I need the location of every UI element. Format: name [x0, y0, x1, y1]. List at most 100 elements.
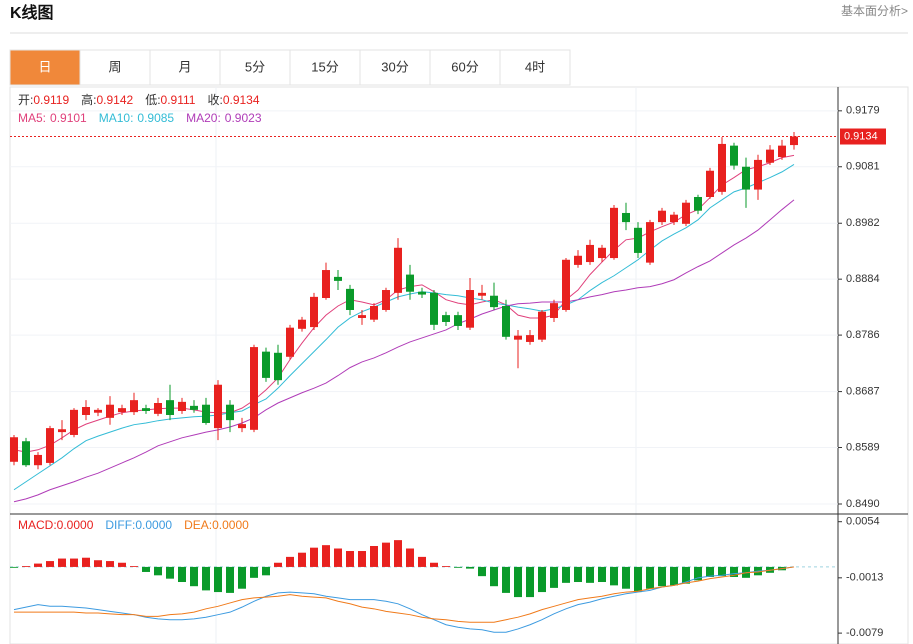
macd-bar	[622, 566, 630, 589]
tab-label[interactable]: 30分	[381, 59, 408, 74]
legend-name: 高:	[81, 92, 96, 107]
candle-body	[754, 159, 762, 190]
candle-body	[646, 222, 654, 263]
macd-bar	[394, 540, 402, 567]
candle-body	[598, 247, 606, 259]
candle-body	[562, 259, 570, 310]
legend-name: MACD:	[18, 518, 57, 532]
macd-bar	[58, 558, 66, 567]
candle-body	[586, 244, 594, 263]
legend-name: MA20:	[186, 111, 221, 125]
tab[interactable]	[289, 49, 361, 86]
tab[interactable]	[9, 49, 81, 86]
chart-frame	[9, 86, 909, 644]
candle-body	[70, 409, 78, 435]
macd-bar	[550, 566, 558, 588]
legend-value: 0.9111	[161, 93, 196, 107]
macd-bar	[322, 545, 330, 567]
candle-body	[202, 404, 210, 423]
macd-bar	[694, 566, 702, 581]
candle-body	[418, 291, 426, 295]
macd-bar	[238, 566, 246, 589]
candle-body	[298, 319, 306, 329]
candle-body	[250, 347, 258, 430]
legend-value: 0.0000	[135, 518, 172, 532]
macd-bar	[442, 566, 450, 567]
candle-body	[718, 143, 726, 192]
macd-bar	[166, 566, 174, 579]
y-tick-label: -0.0013	[846, 572, 883, 584]
macd-bar	[142, 566, 150, 572]
analysis-link[interactable]: 基本面分析>	[841, 4, 908, 18]
y-tick-label: 0.8884	[846, 273, 880, 285]
candle-body	[370, 305, 378, 320]
macd-bar	[706, 566, 714, 577]
candle-body	[82, 406, 90, 415]
candle-body	[478, 292, 486, 296]
macd-bar	[670, 566, 678, 586]
macd-bar	[46, 561, 54, 567]
tab-label[interactable]: 周	[108, 59, 121, 74]
candle-body	[10, 437, 18, 462]
macd-bar	[310, 547, 318, 567]
macd-bar	[610, 566, 618, 586]
tab[interactable]	[429, 49, 501, 86]
legend-name: MA5:	[18, 111, 46, 125]
candle-body	[274, 352, 282, 381]
macd-line	[14, 566, 795, 623]
macd-bar	[106, 561, 114, 567]
y-tick-label: 0.8589	[846, 441, 880, 453]
candle-body	[550, 303, 558, 318]
candle-body	[262, 351, 270, 378]
macd-bar	[382, 542, 390, 567]
tab-label[interactable]: 5分	[245, 59, 265, 74]
macd-bar	[538, 566, 546, 593]
legend-value: 0.9085	[137, 111, 174, 125]
candle-body	[94, 409, 102, 413]
candle-body	[130, 400, 138, 413]
tab-label[interactable]: 日	[38, 59, 51, 74]
macd-bar	[430, 562, 438, 567]
tab-label[interactable]: 4时	[525, 59, 545, 74]
tab-label[interactable]: 月	[178, 59, 191, 74]
candle-body	[394, 247, 402, 293]
candle-body	[526, 335, 534, 342]
macd-bar	[226, 566, 234, 593]
last-price-label: 0.9134	[844, 130, 878, 142]
legend-name: 收:	[207, 93, 222, 107]
y-tick-label: 0.9179	[846, 105, 880, 117]
legend-name: 低:	[145, 93, 160, 107]
tab[interactable]	[149, 49, 221, 86]
candle-body	[514, 335, 522, 340]
legend-value: 0.9101	[50, 111, 87, 125]
macd-bar	[70, 558, 78, 567]
macd-bar	[418, 556, 426, 567]
candle-body	[154, 403, 162, 414]
macd-bar	[34, 563, 42, 567]
legend-value: 0.0000	[212, 518, 249, 532]
macd-bar	[406, 548, 414, 567]
candle-body	[22, 441, 30, 466]
candle-body	[742, 166, 750, 190]
candle-body	[442, 315, 450, 322]
tab-label[interactable]: 15分	[311, 59, 338, 74]
macd-bar	[586, 566, 594, 583]
macd-bar	[10, 566, 18, 568]
candle-body	[406, 274, 414, 292]
tab[interactable]	[499, 49, 571, 86]
legend-value: 0.9023	[225, 111, 262, 125]
tab[interactable]	[79, 49, 151, 86]
tab-label[interactable]: 60分	[451, 59, 478, 74]
candle-body	[790, 136, 798, 146]
y-tick-label: 0.0054	[846, 516, 880, 528]
ma-line	[13, 164, 795, 491]
macd-bar	[202, 566, 210, 591]
legend-name: 开:	[18, 93, 33, 107]
legend: MA5: 0.9101 MA10: 0.9085 MA20: 0.9023	[18, 111, 262, 125]
macd-bar	[478, 566, 486, 577]
macd-bar	[334, 548, 342, 567]
macd-bar	[22, 566, 30, 567]
macd-bar	[178, 566, 186, 583]
macd-bar	[214, 566, 222, 593]
